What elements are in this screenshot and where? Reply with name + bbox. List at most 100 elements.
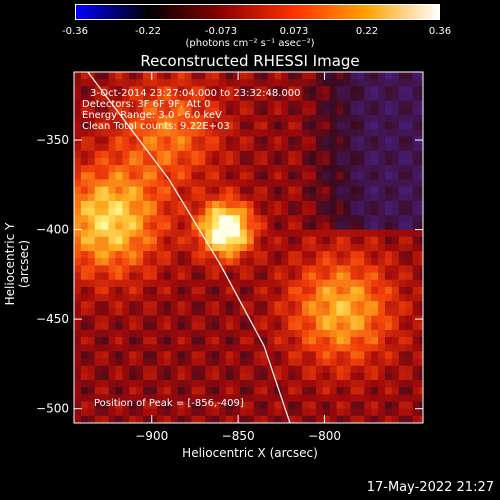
heatmap-cell — [391, 308, 400, 317]
heatmap-cell — [281, 129, 289, 137]
heatmap-cell — [253, 365, 262, 374]
heatmap-cell — [378, 372, 386, 381]
heatmap-cell — [163, 394, 172, 403]
heatmap-cell — [226, 286, 234, 295]
heatmap-cell — [267, 179, 275, 188]
heatmap-cell — [129, 322, 137, 331]
heatmap-cell — [322, 337, 331, 345]
heatmap-cell — [378, 222, 386, 231]
heatmap-cell — [405, 344, 414, 352]
heatmap-cell — [191, 358, 199, 367]
heatmap-cell — [398, 365, 407, 374]
heatmap-cell — [364, 72, 372, 80]
heatmap-cell — [94, 107, 103, 116]
heatmap-cell — [384, 286, 393, 295]
heatmap-cell — [246, 150, 255, 159]
heatmap-cell — [322, 93, 331, 102]
heatmap-cell — [246, 200, 255, 209]
heatmap-cell — [322, 372, 331, 381]
heatmap-cell — [322, 258, 331, 266]
heatmap-cell — [364, 315, 372, 324]
heatmap-cell — [219, 329, 227, 338]
heatmap-cell — [412, 215, 421, 223]
heatmap-cell — [191, 229, 199, 238]
heatmap-cell — [391, 150, 400, 159]
heatmap-cell — [384, 165, 393, 173]
heatmap-cell — [260, 301, 269, 309]
heatmap-cell — [267, 294, 275, 302]
heatmap-cell — [94, 358, 103, 367]
heatmap-cell — [350, 286, 358, 295]
heatmap-cell — [391, 258, 400, 266]
heatmap-cell — [177, 301, 186, 309]
heatmap-cell — [205, 186, 213, 195]
heatmap-cell — [253, 251, 262, 259]
heatmap-cell — [163, 415, 172, 423]
heatmap-cell — [226, 236, 234, 245]
heatmap-cell — [232, 79, 241, 87]
heatmap-cell — [219, 186, 227, 195]
heatmap-cell — [384, 258, 393, 266]
heatmap-cell — [398, 222, 407, 231]
heatmap-cell — [357, 358, 365, 367]
heatmap-cell — [357, 408, 365, 417]
heatmap-cell — [170, 179, 179, 188]
heatmap-cell — [246, 322, 255, 331]
heatmap-cell — [163, 229, 172, 238]
heatmap-cell — [136, 272, 144, 281]
heatmap-cell — [378, 86, 386, 94]
heatmap-cell — [315, 129, 324, 137]
heatmap-cell — [184, 236, 192, 245]
heatmap-cell — [350, 329, 358, 338]
heatmap-cell — [239, 172, 248, 180]
heatmap-cell — [219, 243, 227, 252]
heatmap-cell — [302, 150, 310, 159]
heatmap-cell — [246, 143, 255, 152]
heatmap-cell — [177, 251, 186, 259]
heatmap-cell — [371, 401, 379, 410]
heatmap-cell — [108, 279, 116, 288]
heatmap-cell — [108, 294, 116, 302]
heatmap-cell — [101, 337, 110, 345]
heatmap-cell — [163, 387, 172, 395]
heatmap-cell — [226, 222, 234, 231]
heatmap-cell — [384, 322, 393, 331]
heatmap-cell — [308, 236, 317, 245]
heatmap-cell — [205, 351, 213, 360]
heatmap-cell — [364, 308, 372, 317]
heatmap-cell — [288, 251, 296, 259]
heatmap-cell — [295, 150, 303, 159]
heatmap-cell — [371, 150, 379, 159]
heatmap-cell — [163, 301, 172, 309]
heatmap-cell — [253, 315, 262, 324]
heatmap-cell — [378, 415, 386, 423]
heatmap-cell — [219, 143, 227, 152]
heatmap-cell — [239, 200, 248, 209]
heatmap-cell — [191, 344, 199, 352]
heatmap-cell — [143, 136, 151, 145]
heatmap-cell — [246, 243, 255, 252]
heatmap-cell — [122, 408, 130, 417]
heatmap-cell — [74, 243, 82, 252]
heatmap-cell — [163, 122, 172, 130]
heatmap-cell — [350, 179, 358, 188]
heatmap-cell — [398, 337, 407, 345]
heatmap-cell — [350, 150, 358, 159]
heatmap-cell — [94, 380, 103, 388]
heatmap-cell — [295, 100, 303, 109]
heatmap-cell — [350, 387, 358, 395]
heatmap-cell — [384, 72, 393, 80]
heatmap-cell — [419, 272, 423, 281]
heatmap-cell — [205, 136, 213, 145]
heatmap-cell — [398, 100, 407, 109]
heatmap-cell — [143, 372, 151, 381]
heatmap-cell — [329, 322, 338, 331]
heatmap-cell — [143, 72, 151, 80]
heatmap-cell — [378, 100, 386, 109]
heatmap-cell — [219, 165, 227, 173]
heatmap-cell — [405, 100, 414, 109]
heatmap-cell — [295, 401, 303, 410]
heatmap-cell — [336, 157, 345, 166]
heatmap-cell — [191, 401, 199, 410]
heatmap-cell — [177, 279, 186, 288]
